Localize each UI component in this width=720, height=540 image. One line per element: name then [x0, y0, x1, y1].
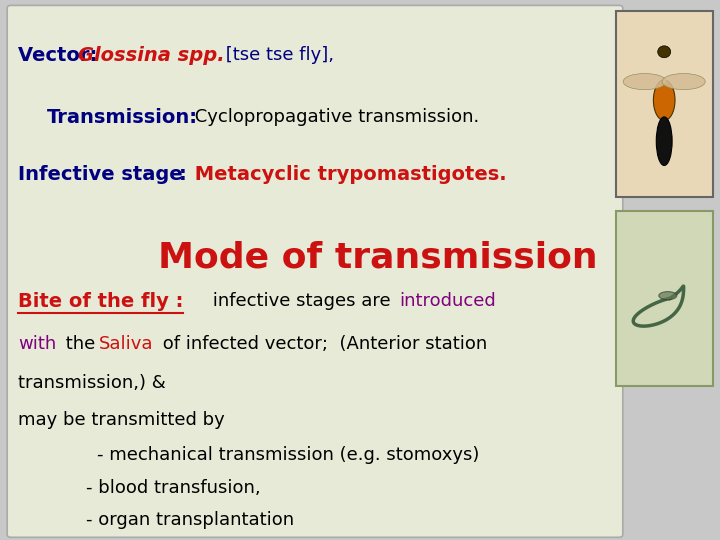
Text: introduced: introduced: [400, 292, 496, 309]
Text: Transmission:: Transmission:: [47, 108, 198, 127]
Text: - mechanical transmission (e.g. stomoxys): - mechanical transmission (e.g. stomoxys…: [97, 446, 480, 463]
Text: Bite of the fly :: Bite of the fly :: [18, 292, 184, 310]
Text: transmission,) &: transmission,) &: [18, 374, 166, 391]
Ellipse shape: [657, 117, 672, 165]
Text: Mode of transmission: Mode of transmission: [158, 240, 598, 274]
Text: infective stages are: infective stages are: [207, 292, 397, 309]
Text: [tse tse fly],: [tse tse fly],: [220, 46, 333, 64]
FancyBboxPatch shape: [7, 5, 623, 537]
Text: may be transmitted by: may be transmitted by: [18, 411, 225, 429]
Text: - blood transfusion,: - blood transfusion,: [86, 479, 261, 497]
Text: with: with: [18, 335, 56, 353]
Text: - organ transplantation: - organ transplantation: [86, 511, 294, 529]
Text: Glossina spp.: Glossina spp.: [78, 46, 225, 65]
Text: Metacyclic trypomastigotes.: Metacyclic trypomastigotes.: [188, 165, 507, 184]
Ellipse shape: [659, 292, 677, 300]
Text: Cyclopropagative transmission.: Cyclopropagative transmission.: [189, 108, 480, 126]
Ellipse shape: [623, 73, 667, 90]
Text: Saliva: Saliva: [99, 335, 154, 353]
Text: the: the: [60, 335, 101, 353]
Ellipse shape: [654, 80, 675, 120]
Bar: [616, 11, 713, 197]
Text: Vector:: Vector:: [18, 46, 104, 65]
Text: :: :: [179, 165, 186, 184]
Ellipse shape: [662, 73, 706, 90]
Ellipse shape: [658, 46, 671, 58]
Bar: [616, 211, 713, 386]
Text: of infected vector;  (Anterior station: of infected vector; (Anterior station: [157, 335, 487, 353]
Text: Infective stage: Infective stage: [18, 165, 183, 184]
